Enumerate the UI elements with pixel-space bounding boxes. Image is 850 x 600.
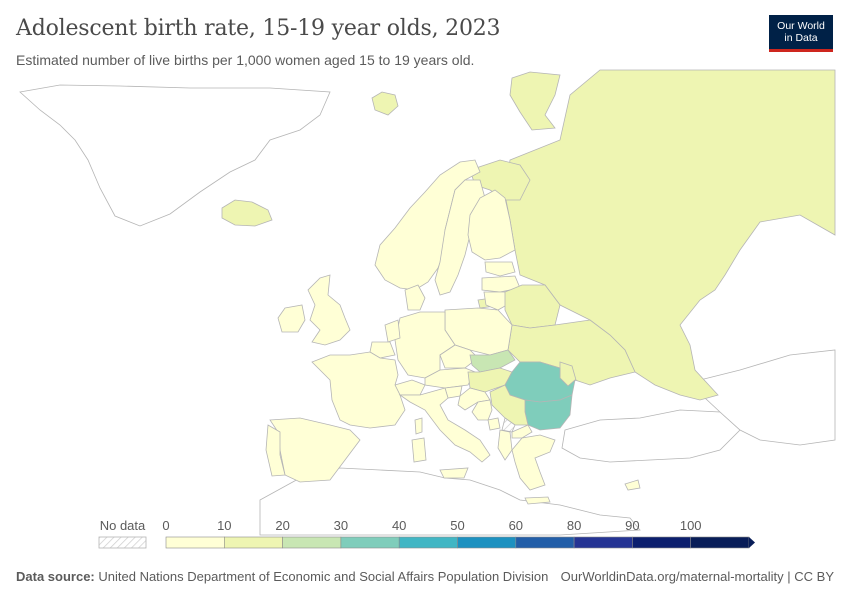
legend-arrow-tip <box>749 537 755 548</box>
region-estonia[interactable] <box>484 261 516 277</box>
chart-subtitle: Estimated number of live births per 1,00… <box>16 52 475 68</box>
legend-bin-1[interactable] <box>224 536 283 549</box>
region-slovakia[interactable] <box>469 349 516 373</box>
region-switzerland[interactable] <box>394 379 426 396</box>
legend-bin-3[interactable] <box>340 536 400 549</box>
region-italy[interactable] <box>398 387 491 463</box>
legend-tick-80: 80 <box>567 518 581 533</box>
legend-bin-7[interactable] <box>573 536 633 549</box>
legend-color-bins <box>165 536 755 549</box>
region-albania[interactable] <box>497 429 513 461</box>
owid-logo[interactable]: Our World in Data <box>769 15 833 52</box>
region-cyprus[interactable] <box>624 479 641 491</box>
legend-tick-20: 20 <box>275 518 289 533</box>
background-land <box>19 84 836 536</box>
region-france[interactable] <box>311 351 406 429</box>
legend-bin-5[interactable] <box>457 536 517 549</box>
region-russia[interactable] <box>504 69 836 401</box>
region-greece[interactable] <box>511 434 556 491</box>
legend-tick-10: 10 <box>217 518 231 533</box>
legend-tick-90: 90 <box>625 518 639 533</box>
region-netherlands[interactable] <box>384 319 401 343</box>
region-belgium[interactable] <box>369 341 396 359</box>
chart-title: Adolescent birth rate, 15-19 year olds, … <box>16 16 501 41</box>
logo-line-2: in Data <box>784 32 818 44</box>
legend-tick-100: 100 <box>680 518 702 533</box>
region-svalbard[interactable] <box>371 91 399 116</box>
legend-bin-8[interactable] <box>632 536 692 549</box>
legend-tick-labels: 0 10 20 30 40 50 60 80 90 100 <box>162 518 701 533</box>
region-sardinia[interactable] <box>411 437 427 463</box>
legend-tick-60: 60 <box>509 518 523 533</box>
source-text: United Nations Department of Economic an… <box>98 569 549 584</box>
greenland <box>19 84 331 227</box>
region-iceland[interactable] <box>221 199 273 227</box>
legend-tick-40: 40 <box>392 518 406 533</box>
region-denmark[interactable] <box>404 284 426 311</box>
region-germany[interactable] <box>394 311 456 379</box>
region-corsica[interactable] <box>414 417 423 435</box>
source-label: Data source: <box>16 569 95 584</box>
legend-no-data-swatch <box>98 536 147 549</box>
region-montenegro[interactable] <box>487 417 501 431</box>
legend-tick-0: 0 <box>162 518 169 533</box>
legend: No data 0 10 20 30 40 50 60 80 90 100 <box>98 518 755 549</box>
legend-tick-50: 50 <box>450 518 464 533</box>
region-russia-arctic-islands[interactable] <box>509 71 561 131</box>
legend-tick-30: 30 <box>334 518 348 533</box>
legend-bin-6[interactable] <box>515 536 575 549</box>
legend-bin-4[interactable] <box>398 536 458 549</box>
legend-bin-9[interactable] <box>690 536 750 549</box>
legend-no-data-label: No data <box>100 518 146 533</box>
turkey <box>561 409 741 463</box>
region-crete[interactable] <box>524 496 551 505</box>
region-portugal[interactable] <box>265 424 286 477</box>
legend-bin-2[interactable] <box>282 536 342 549</box>
region-north-macedonia[interactable] <box>511 424 533 439</box>
region-ireland[interactable] <box>277 304 306 333</box>
choropleth-map: No data 0 10 20 30 40 50 60 80 90 100 <box>19 69 836 549</box>
legend-bin-0[interactable] <box>165 536 225 549</box>
region-uk[interactable] <box>307 274 351 346</box>
logo-line-1: Our World <box>777 20 825 32</box>
region-finland[interactable] <box>467 189 516 261</box>
caucasus-middle-east <box>699 349 836 446</box>
region-serbia[interactable] <box>489 384 529 426</box>
source-url-link[interactable]: OurWorldinData.org/maternal-mortality | … <box>560 569 834 584</box>
data-source: Data source: United Nations Department o… <box>16 569 548 584</box>
countries-with-data <box>221 69 836 505</box>
region-sicily[interactable] <box>439 467 469 479</box>
